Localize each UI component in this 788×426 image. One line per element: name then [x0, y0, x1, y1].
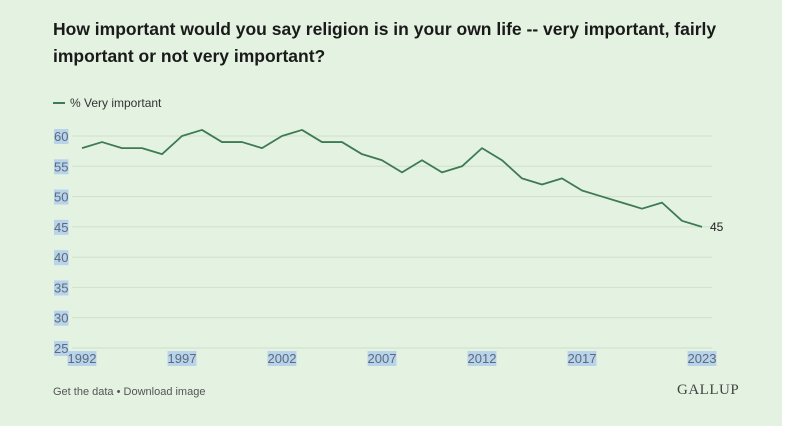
- y-tick-highlight: [54, 219, 69, 235]
- x-tick-highlight: [687, 351, 717, 366]
- y-tick-highlight: [54, 189, 69, 205]
- x-tick-highlight: [167, 351, 197, 366]
- y-tick-label: 50: [54, 190, 68, 205]
- y-tick-highlight: [54, 310, 69, 326]
- x-tick-label: 1992: [68, 351, 97, 366]
- y-tick-highlight: [54, 341, 69, 356]
- y-tick-label: 55: [54, 159, 68, 174]
- x-tick-label: 2007: [368, 351, 397, 366]
- x-tick-label: 2002: [268, 351, 297, 366]
- x-tick-label: 1997: [168, 351, 197, 366]
- y-tick-highlight: [54, 280, 69, 296]
- x-tick-highlight: [467, 351, 497, 366]
- footer: Get the data • Download image: [53, 386, 205, 398]
- gallup-logo: GALLUP: [677, 382, 740, 398]
- footer-separator: •: [113, 386, 124, 398]
- y-tick-label: 60: [54, 129, 68, 144]
- get-data-link[interactable]: Get the data: [53, 386, 114, 398]
- chart-title: How important would you say religion is …: [53, 19, 717, 66]
- x-tick-highlight: [267, 351, 297, 366]
- end-data-label: 45: [710, 220, 724, 234]
- x-tick-highlight: [567, 351, 597, 366]
- x-tick-highlight: [67, 351, 97, 366]
- y-tick-label: 30: [54, 311, 68, 326]
- legend: % Very important: [53, 96, 161, 110]
- x-tick-label: 2012: [468, 351, 497, 366]
- y-tick-highlight: [54, 250, 69, 266]
- y-tick-label: 45: [54, 220, 68, 235]
- x-tick-label: 2017: [568, 351, 597, 366]
- legend-label: % Very important: [70, 96, 162, 110]
- y-tick-label: 35: [54, 280, 68, 295]
- x-tick-highlight: [367, 351, 397, 366]
- y-tick-label: 25: [54, 341, 68, 356]
- legend-swatch: [53, 102, 65, 104]
- download-image-link[interactable]: Download image: [123, 386, 206, 398]
- y-tick-label: 40: [54, 250, 68, 265]
- y-tick-highlight: [54, 129, 69, 144]
- series-line-very-important: [81, 129, 703, 228]
- y-tick-highlight: [54, 159, 69, 175]
- x-tick-label: 2023: [688, 351, 717, 366]
